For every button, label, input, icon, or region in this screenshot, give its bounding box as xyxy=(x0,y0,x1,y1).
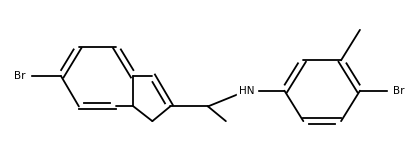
Text: Br: Br xyxy=(14,71,25,81)
Bar xyxy=(237,85,256,96)
Text: Br: Br xyxy=(393,86,404,96)
Bar xyxy=(388,85,410,96)
Text: HN: HN xyxy=(239,86,254,96)
Bar xyxy=(8,71,30,81)
